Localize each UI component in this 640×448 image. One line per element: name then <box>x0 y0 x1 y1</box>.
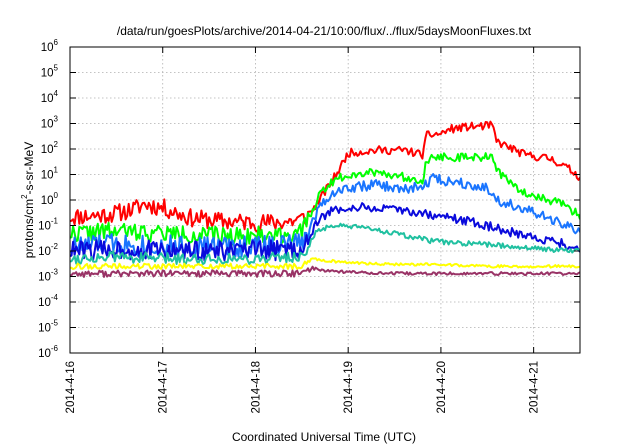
y-tick-label: 10-4 <box>38 293 58 309</box>
series-line-2 <box>70 173 580 259</box>
series-layer <box>70 120 580 278</box>
y-tick-label: 102 <box>41 140 59 156</box>
x-tick-labels: 2014-4-16 2014-4-17 2014-4-18 2014-4-19 2014… <box>65 361 541 413</box>
x-tick-label: 2014-4-16 <box>65 361 77 413</box>
series-line-3 <box>70 202 580 262</box>
y-tick-label: 10-3 <box>38 268 58 284</box>
y-tick-label: 105 <box>41 64 59 80</box>
y-tick-label: 10-6 <box>38 344 58 360</box>
y-tick-label: 101 <box>41 166 59 182</box>
y-tick-label: 100 <box>41 191 59 207</box>
x-tick-label: 2014-4-20 <box>436 361 448 413</box>
x-tick-label: 2014-4-21 <box>529 361 541 413</box>
grid <box>70 47 580 353</box>
x-tick-label: 2014-4-19 <box>343 361 355 413</box>
y-tick-label: 103 <box>41 115 59 131</box>
y-tick-label: 10-5 <box>38 319 58 335</box>
y-tick-label: 106 <box>41 38 59 54</box>
tick-marks <box>69 46 580 354</box>
x-tick-label: 2014-4-17 <box>158 361 170 413</box>
series-line-5 <box>70 257 580 271</box>
chart-title: /data/run/goesPlots/archive/2014-04-21/1… <box>117 24 532 38</box>
y-tick-labels: 10-6 10-5 10-4 10-3 10-2 10-1 100 101 102 103 104 1… <box>38 38 58 360</box>
x-axis-title: Coordinated Universal Time (UTC) <box>232 430 416 444</box>
series-line-4 <box>70 222 580 266</box>
series-line-6 <box>70 265 580 278</box>
series-line-0 <box>70 120 580 233</box>
y-tick-label: 10-2 <box>38 242 58 258</box>
y-tick-label: 104 <box>41 89 59 105</box>
y-tick-label: 10-1 <box>38 217 58 233</box>
y-axis-title: protons/cm2-s-sr-MeV <box>20 142 36 258</box>
x-tick-label: 2014-4-18 <box>250 361 262 413</box>
series-line-1 <box>70 152 580 246</box>
